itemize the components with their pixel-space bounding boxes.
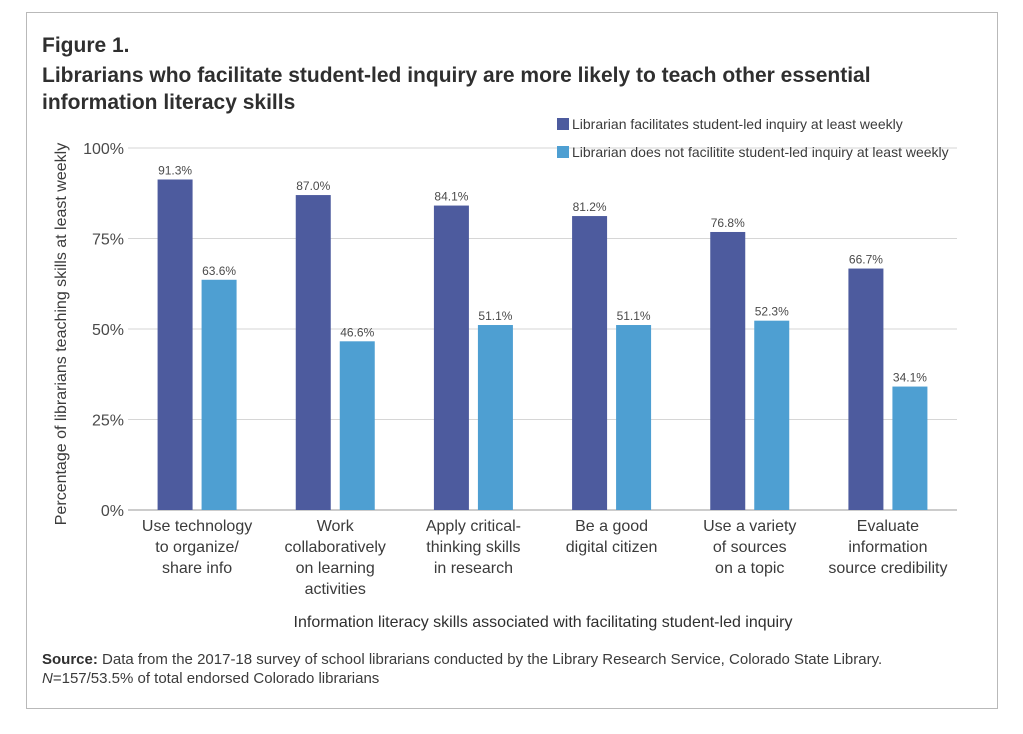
data-label: 91.3% — [158, 163, 192, 177]
x-tick-label: on learning — [296, 560, 375, 577]
data-label: 76.8% — [711, 216, 745, 230]
legend-swatch — [557, 118, 569, 130]
x-tick-label: activities — [305, 581, 366, 598]
data-label: 34.1% — [893, 371, 927, 385]
x-tick-label: Evaluate — [857, 518, 919, 535]
legend-entry: Librarian facilitates student-led inquir… — [572, 116, 903, 132]
source-label: Source: — [42, 651, 98, 668]
y-axis-title: Percentage of librarians teaching skills… — [53, 143, 70, 525]
bar-series1 — [433, 205, 469, 511]
data-label: 52.3% — [755, 305, 789, 319]
x-axis-title: Information literacy skills associated w… — [294, 614, 793, 631]
figure-title: Librarians who facilitate student-led in… — [42, 64, 871, 114]
bar-series2 — [892, 386, 928, 510]
x-tick-label: thinking skills — [426, 539, 520, 556]
x-tick-label: share info — [162, 560, 232, 577]
y-tick-label: 50% — [92, 322, 124, 339]
bar-series1 — [157, 179, 193, 510]
bar-series2 — [339, 341, 375, 510]
bar-series1 — [848, 268, 884, 510]
x-tick-label: Be a good — [575, 518, 648, 535]
figure-label: Figure 1. — [42, 34, 130, 57]
x-tick-label: on a topic — [715, 560, 784, 577]
y-tick-label: 25% — [92, 413, 124, 430]
bar-series2 — [477, 325, 513, 510]
x-tick-label: Use technology — [142, 518, 252, 535]
x-tick-label: Apply critical- — [426, 518, 521, 535]
data-label: 46.6% — [340, 325, 374, 339]
x-tick-label: collaboratively — [285, 539, 386, 556]
figure-frame — [26, 12, 998, 709]
x-tick-label: Work — [317, 518, 355, 535]
legend-entry: Librarian does not facilitite student-le… — [572, 144, 949, 160]
x-tick-label: Use a variety — [703, 518, 796, 535]
x-tick-label: of sources — [713, 539, 787, 556]
data-label: 84.1% — [434, 190, 468, 204]
data-label: 51.1% — [617, 309, 651, 323]
x-tick-label: digital citizen — [566, 539, 658, 556]
x-tick-label: information — [848, 539, 927, 556]
legend-swatch — [557, 146, 569, 158]
bar-series1 — [295, 195, 331, 510]
bar-series2 — [201, 279, 237, 510]
n-text: =157/53.5% of total endorsed Colorado li… — [52, 670, 380, 687]
bar-series2 — [754, 320, 790, 510]
y-tick-label: 100% — [83, 141, 124, 158]
sample-size-note: N=157/53.5% of total endorsed Colorado l… — [42, 670, 379, 687]
bar-series1 — [572, 216, 608, 510]
data-label: 87.0% — [296, 179, 330, 193]
x-tick-label: to organize/ — [155, 539, 239, 556]
x-tick-label: source credibility — [828, 560, 947, 577]
data-label: 81.2% — [573, 200, 607, 214]
n-symbol: N — [42, 670, 53, 687]
data-label: 51.1% — [478, 309, 512, 323]
y-tick-label: 75% — [92, 232, 124, 249]
bar-series1 — [710, 231, 746, 510]
source-text: Data from the 2017-18 survey of school l… — [102, 651, 883, 668]
bar-series2 — [616, 325, 652, 510]
x-tick-label: in research — [434, 560, 513, 577]
data-label: 63.6% — [202, 264, 236, 278]
source-note: Source: Data from the 2017-18 survey of … — [42, 649, 982, 670]
data-label: 66.7% — [849, 253, 883, 267]
y-tick-label: 0% — [101, 503, 124, 520]
